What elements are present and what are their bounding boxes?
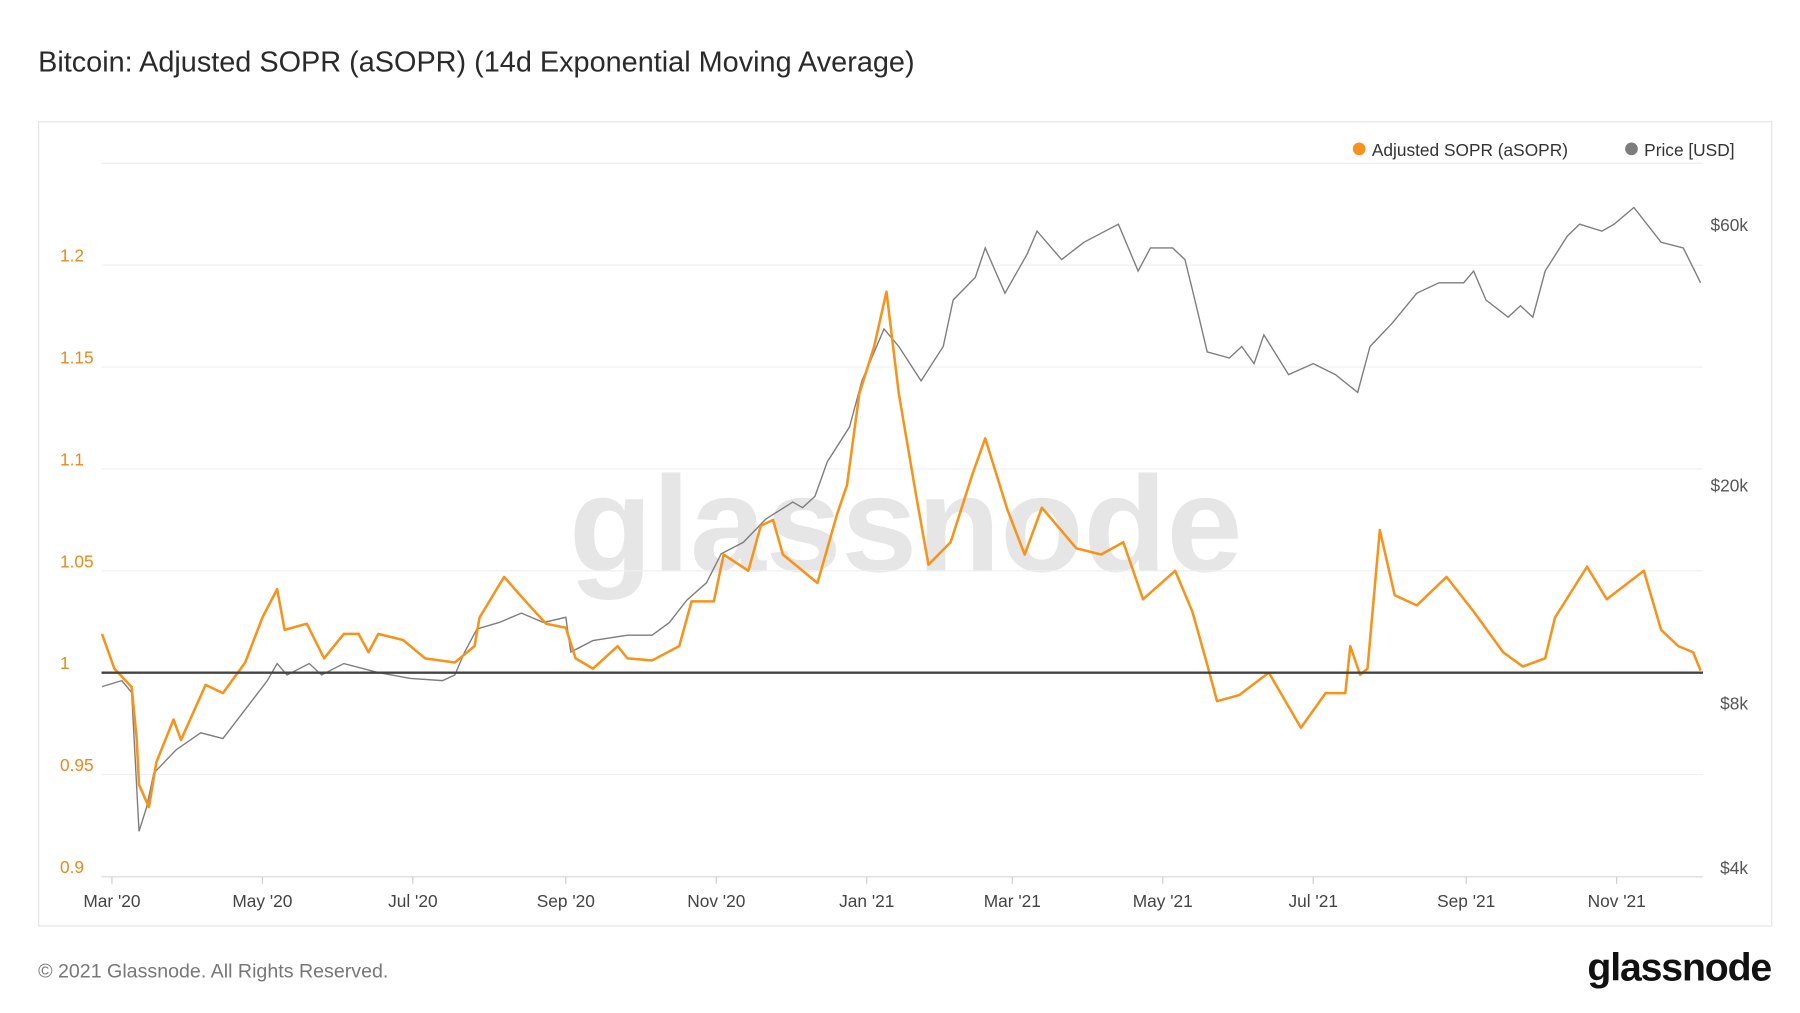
- x-axis-tick: Mar '20: [83, 891, 140, 911]
- left-axis-tick: 1.15: [60, 348, 94, 368]
- x-axis-tick: Mar '21: [984, 891, 1041, 911]
- copyright-text: © 2021 Glassnode. All Rights Reserved.: [38, 959, 389, 982]
- left-axis-tick: 1.2: [60, 246, 84, 266]
- asopr-series-line: [100, 290, 1702, 809]
- chart-title: Bitcoin: Adjusted SOPR (aSOPR) (14d Expo…: [38, 46, 915, 79]
- right-axis-tick: $8k: [1720, 693, 1748, 713]
- chart-frame: [38, 121, 1773, 927]
- left-axis-tick: 1.1: [60, 449, 84, 469]
- legend-asopr-label: Adjusted SOPR (aSOPR): [1372, 140, 1568, 160]
- x-axis-tick: May '21: [1133, 891, 1193, 911]
- price-series-line: [101, 206, 1702, 832]
- x-axis-tick: Nov '20: [687, 891, 745, 911]
- legend-price-dot: [1625, 142, 1638, 156]
- right-axis-tick: $4k: [1720, 858, 1748, 878]
- x-axis-tick: Jul '21: [1289, 891, 1338, 911]
- watermark: glassnode: [569, 448, 1242, 600]
- right-axis-tick: $60k: [1710, 215, 1748, 235]
- x-axis-tick: Nov '21: [1588, 891, 1646, 911]
- right-axis-tick: $20k: [1710, 476, 1748, 496]
- legend-price-label: Price [USD]: [1644, 140, 1734, 160]
- x-axis-tick: Jul '20: [388, 891, 437, 911]
- glassnode-logo: glassnode: [1587, 946, 1772, 990]
- left-axis-tick: 1.05: [60, 551, 94, 571]
- x-axis-tick: Sep '20: [537, 891, 595, 911]
- left-axis-tick: 0.95: [60, 755, 94, 775]
- left-axis-tick: 1: [60, 653, 70, 673]
- legend-asopr-dot: [1352, 142, 1366, 156]
- x-axis-tick: Jan '21: [839, 891, 894, 911]
- x-axis-tick: May '20: [232, 891, 292, 911]
- x-axis-tick: Sep '21: [1437, 891, 1495, 911]
- left-axis-tick: 0.9: [60, 857, 84, 877]
